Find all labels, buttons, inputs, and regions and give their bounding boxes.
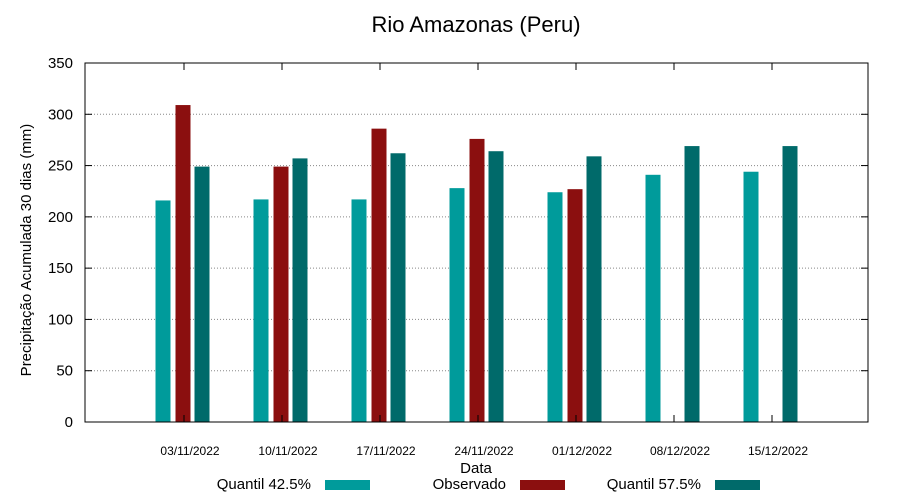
x-axis-ticks: 03/11/2022 10/11/2022 17/11/2022 24/11/2022… xyxy=(160,63,808,458)
y-tick-label: 50 xyxy=(56,363,73,380)
bar-quantil-57-5--0 xyxy=(194,166,210,422)
bar-quantil-42-5--3 xyxy=(449,188,465,422)
plot-frame xyxy=(84,62,869,423)
legend-swatch xyxy=(520,480,565,490)
bar-observado-3 xyxy=(469,138,485,422)
y-tick-label: 100 xyxy=(48,311,73,328)
x-tick-label: 08/12/2022 xyxy=(650,444,710,458)
legend-label: Quantil 42.5% xyxy=(217,476,311,493)
legend: Quantil 42.5% Observado Quantil 57.5% xyxy=(217,476,760,493)
bar-observado-0 xyxy=(175,105,191,422)
legend-swatch xyxy=(715,480,760,490)
x-tick-label: 10/11/2022 xyxy=(258,444,317,458)
bar-quantil-42-5--6 xyxy=(743,171,759,422)
bar-quantil-57-5--1 xyxy=(292,158,308,423)
bar-observado-1 xyxy=(273,166,289,422)
bar-observado-4 xyxy=(567,189,583,422)
legend-label: Observado xyxy=(433,476,506,493)
y-tick-label: 250 xyxy=(48,158,73,175)
legend-swatch xyxy=(325,480,370,490)
y-tick-label: 0 xyxy=(65,414,73,431)
bar-quantil-42-5--4 xyxy=(547,192,563,422)
bar-quantil-57-5--5 xyxy=(684,146,700,422)
y-axis-ticks: 0 50 100 150 200 250 300 350 xyxy=(48,55,868,431)
x-tick-label: 24/11/2022 xyxy=(454,444,513,458)
bar-quantil-42-5--2 xyxy=(351,199,367,422)
bar-quantil-57-5--6 xyxy=(782,146,798,422)
x-tick-label: 17/11/2022 xyxy=(356,444,415,458)
bar-quantil-42-5--5 xyxy=(645,174,661,422)
x-axis-label: Data xyxy=(460,460,492,477)
y-tick-label: 350 xyxy=(48,55,73,72)
x-tick-label: 01/12/2022 xyxy=(552,444,612,458)
bar-quantil-57-5--2 xyxy=(390,153,406,422)
y-tick-label: 300 xyxy=(48,106,73,123)
legend-label: Quantil 57.5% xyxy=(607,476,701,493)
bar-quantil-42-5--1 xyxy=(253,199,269,422)
y-tick-label: 150 xyxy=(48,260,73,277)
x-tick-label: 15/12/2022 xyxy=(748,444,808,458)
y-axis-label: Precipitação Acumulada 30 dias (mm) xyxy=(18,124,35,377)
x-tick-label: 03/11/2022 xyxy=(160,444,219,458)
bar-observado-2 xyxy=(371,128,387,422)
bar-quantil-57-5--3 xyxy=(488,151,504,422)
bars xyxy=(155,105,798,423)
y-tick-label: 200 xyxy=(48,209,73,226)
bar-quantil-42-5--0 xyxy=(155,200,171,422)
chart-title: Rio Amazonas (Peru) xyxy=(371,12,580,37)
bar-quantil-57-5--4 xyxy=(586,156,602,422)
